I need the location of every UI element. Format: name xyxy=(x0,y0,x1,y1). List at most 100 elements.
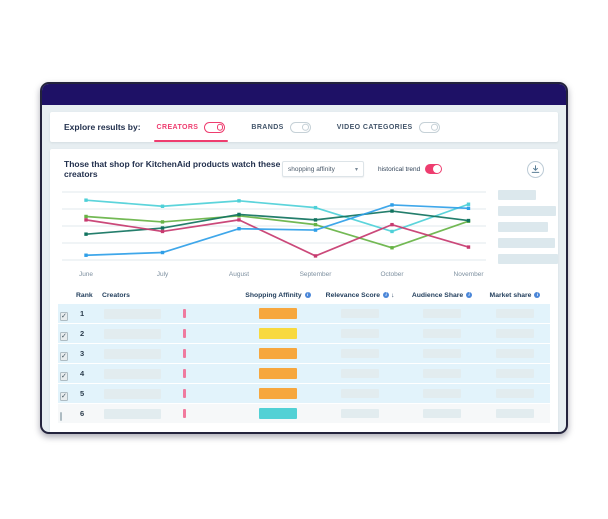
chart-legend xyxy=(498,188,558,280)
creator-name-placeholder xyxy=(104,408,161,419)
creator-badge-icon xyxy=(183,309,186,318)
creator-cell xyxy=(102,368,238,379)
creators-toggle-icon[interactable] xyxy=(204,121,226,133)
legend-item-placeholder xyxy=(498,190,536,200)
x-axis-label: November xyxy=(453,271,484,278)
audience-share-placeholder xyxy=(423,409,461,418)
filter-bar: Explore results by: CREATORS BRANDS VIDE… xyxy=(50,112,558,142)
market-share-placeholder xyxy=(496,369,534,378)
x-axis-label: June xyxy=(78,271,94,278)
table-row: ✓ 4 xyxy=(58,364,550,384)
creator-badge-icon xyxy=(183,349,186,358)
creator-cell xyxy=(102,388,238,399)
column-header-relevance-score[interactable]: Relevance Score i ↓ xyxy=(325,291,395,299)
market-share-placeholder xyxy=(496,329,534,338)
audience-share-placeholder xyxy=(423,389,461,398)
video-categories-toggle-icon[interactable] xyxy=(418,121,440,133)
tab-video-categories[interactable]: VIDEO CATEGORIES xyxy=(337,112,440,142)
x-axis-label: August xyxy=(228,271,250,278)
creator-badge-icon xyxy=(183,389,186,398)
trend-chart-section: June July August September October Novem… xyxy=(50,180,558,280)
legend-item-placeholder xyxy=(498,238,555,248)
window-title-bar xyxy=(42,84,566,105)
creator-cell xyxy=(102,328,238,339)
market-share-placeholder xyxy=(496,309,534,318)
tab-brands-label: BRANDS xyxy=(251,123,284,131)
filter-bar-label: Explore results by: xyxy=(64,122,141,132)
audience-share-placeholder xyxy=(423,329,461,338)
table-row: ✓ 5 xyxy=(58,384,550,404)
shopping-affinity-bar xyxy=(259,388,297,399)
download-icon xyxy=(531,164,540,173)
creator-cell xyxy=(102,408,238,419)
rank-value: 3 xyxy=(80,349,85,358)
row-checkbox[interactable]: ✓ xyxy=(60,331,68,341)
column-header-creators: Creators xyxy=(102,291,130,299)
shopping-affinity-bar xyxy=(259,308,297,319)
relevance-score-placeholder xyxy=(341,409,379,418)
historical-trend-label: historical trend xyxy=(378,165,421,173)
creator-cell xyxy=(102,348,238,359)
creator-badge-icon xyxy=(183,329,186,338)
legend-item-placeholder xyxy=(498,206,556,216)
column-header-shopping-affinity[interactable]: Shopping Affinity i xyxy=(238,292,318,299)
metric-dropdown-value: shopping affinity xyxy=(288,165,335,173)
brands-toggle-icon[interactable] xyxy=(289,121,311,133)
app-window: Explore results by: CREATORS BRANDS VIDE… xyxy=(40,82,568,434)
creator-badge-icon xyxy=(183,369,186,378)
column-header-audience-share[interactable]: Audience Share i xyxy=(402,292,482,299)
relevance-score-placeholder xyxy=(341,369,379,378)
relevance-score-placeholder xyxy=(341,389,379,398)
relevance-score-placeholder xyxy=(341,329,379,338)
rank-value: 5 xyxy=(80,389,85,398)
audience-share-placeholder xyxy=(423,309,461,318)
creator-name-placeholder xyxy=(104,348,161,359)
tab-creators-label: CREATORS xyxy=(156,123,199,131)
table-row: ✓ 3 xyxy=(58,344,550,364)
table-header-row: Rank Creators Shopping Affinity i Relevan… xyxy=(58,286,550,304)
legend-item-placeholder xyxy=(498,222,548,232)
row-checkbox[interactable]: ✓ xyxy=(60,311,68,321)
results-subtitle: Those that shop for KitchenAid products … xyxy=(64,159,281,179)
sort-descending-icon[interactable]: ↓ xyxy=(391,291,395,299)
row-checkbox[interactable]: ✓ xyxy=(60,351,68,361)
relevance-score-placeholder xyxy=(341,349,379,358)
row-checkbox[interactable] xyxy=(60,411,62,421)
shopping-affinity-bar xyxy=(259,348,297,359)
creator-name-placeholder xyxy=(104,308,161,319)
creator-name-placeholder xyxy=(104,328,161,339)
rank-value: 1 xyxy=(80,309,85,318)
info-icon[interactable]: i xyxy=(534,292,541,298)
x-axis-label: September xyxy=(299,271,332,278)
download-button[interactable] xyxy=(527,160,544,178)
toggle-knob xyxy=(431,123,438,131)
tab-brands[interactable]: BRANDS xyxy=(251,112,311,142)
x-axis-label: July xyxy=(156,271,169,278)
line-chart: June July August September October Novem… xyxy=(62,188,486,280)
rank-value: 6 xyxy=(80,409,85,418)
table-row: ✓ 2 xyxy=(58,324,550,344)
creator-badge-icon xyxy=(183,409,186,418)
metric-dropdown[interactable]: shopping affinity ▾ xyxy=(282,161,364,177)
results-toolbar: Those that shop for KitchenAid products … xyxy=(50,158,558,180)
table-row: 6 xyxy=(58,404,550,424)
market-share-placeholder xyxy=(496,409,534,418)
creator-name-placeholder xyxy=(104,388,161,399)
results-card: Those that shop for KitchenAid products … xyxy=(50,149,558,432)
window-body: Explore results by: CREATORS BRANDS VIDE… xyxy=(42,105,566,432)
tab-creators[interactable]: CREATORS xyxy=(153,112,229,142)
info-icon[interactable]: i xyxy=(383,292,390,298)
audience-share-placeholder xyxy=(423,349,461,358)
shopping-affinity-bar xyxy=(259,368,297,379)
creators-table: Rank Creators Shopping Affinity i Relevan… xyxy=(50,286,558,424)
chart-plot-area xyxy=(62,191,486,261)
historical-trend-toggle[interactable] xyxy=(425,164,443,174)
audience-share-placeholder xyxy=(423,369,461,378)
info-icon[interactable]: i xyxy=(466,292,473,298)
row-checkbox[interactable]: ✓ xyxy=(60,391,68,401)
x-axis-label: October xyxy=(380,271,404,278)
row-checkbox[interactable]: ✓ xyxy=(60,371,68,381)
info-icon[interactable]: i xyxy=(304,292,311,298)
column-header-market-share[interactable]: Market share i xyxy=(482,292,548,299)
